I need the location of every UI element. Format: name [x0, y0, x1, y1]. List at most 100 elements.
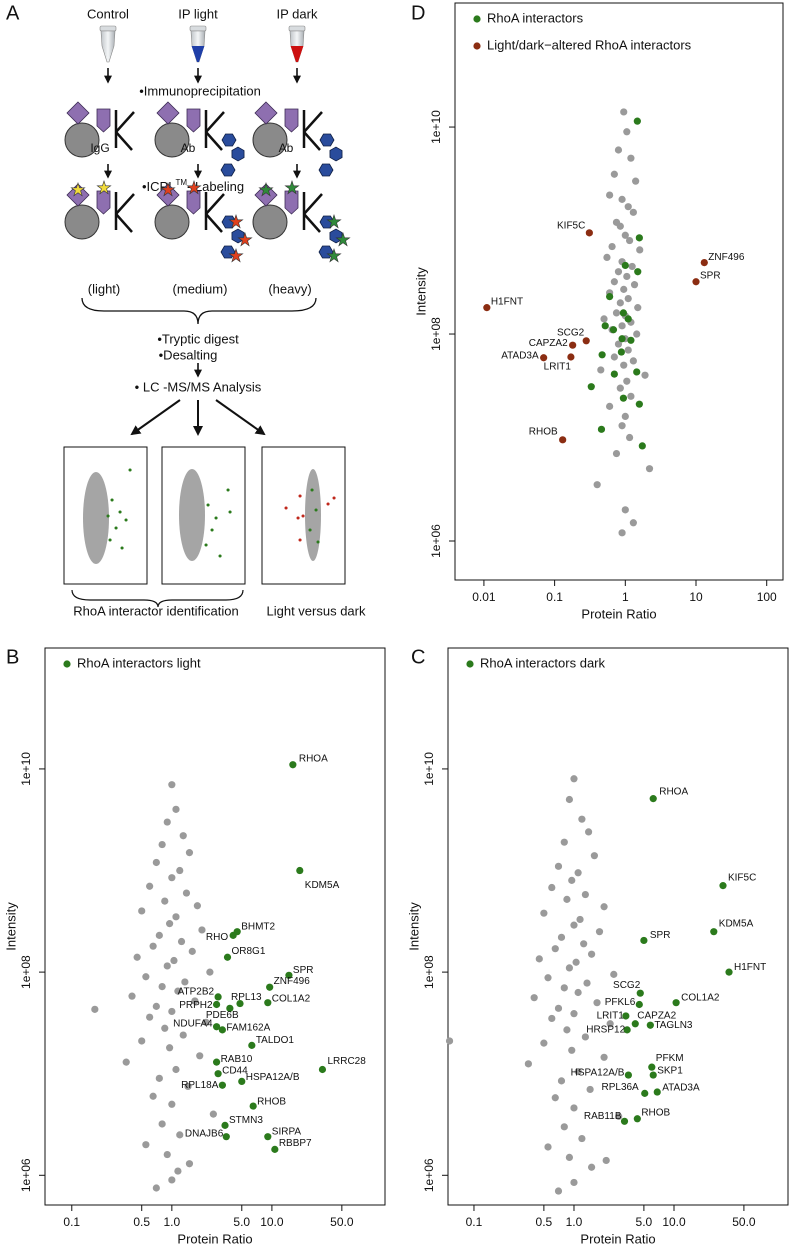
x-tick-label: 0.1 — [63, 1215, 80, 1229]
point-label: BHMT2 — [241, 921, 275, 932]
point — [615, 1112, 623, 1120]
point — [161, 897, 169, 905]
labeled-point — [635, 1000, 643, 1009]
point — [621, 412, 629, 420]
point — [202, 1018, 210, 1026]
y-tick-label: 1e+06 — [429, 524, 443, 558]
y-tick-label: 1e+06 — [19, 1158, 33, 1192]
point-label: H1FNT — [491, 296, 523, 307]
x-tick-label: 100 — [757, 590, 777, 604]
point — [554, 862, 563, 870]
y-tick-label: 1e+10 — [422, 752, 436, 786]
point — [610, 170, 618, 178]
point — [565, 1153, 574, 1162]
point — [166, 920, 174, 928]
legend-marker — [466, 660, 474, 668]
point — [168, 1007, 176, 1016]
x-axis-title: Protein Ratio — [580, 1231, 655, 1246]
point — [170, 956, 178, 965]
point — [193, 902, 201, 910]
point — [152, 858, 160, 867]
labeled-point — [649, 795, 657, 803]
point-label: RHOB — [641, 1107, 670, 1118]
point — [586, 1085, 594, 1094]
point — [570, 1010, 578, 1018]
arrow — [215, 399, 266, 436]
point-label: HRSP12 — [586, 1025, 625, 1036]
point — [623, 272, 631, 281]
labeled-point — [318, 1065, 327, 1074]
thumbnail-cloud — [83, 472, 109, 564]
point — [610, 970, 618, 978]
point — [560, 984, 568, 992]
point — [540, 909, 548, 917]
point — [563, 895, 571, 903]
point — [619, 309, 628, 317]
point-label: PRPH2 — [179, 1000, 213, 1011]
point — [574, 869, 582, 877]
x-tick-label: 50.0 — [330, 1215, 354, 1229]
point — [600, 1053, 608, 1061]
point — [176, 866, 184, 875]
point — [161, 1024, 169, 1032]
point — [172, 913, 180, 921]
point — [616, 384, 624, 392]
legend-label: RhoA interactors dark — [480, 655, 606, 670]
point-label: PDE6B — [206, 1010, 239, 1021]
point — [587, 950, 596, 958]
point — [629, 519, 637, 527]
output-label: RhoA interactor identification — [73, 603, 238, 618]
point — [142, 973, 150, 981]
point — [570, 921, 578, 929]
point — [587, 1163, 596, 1171]
point-label: PFKL6 — [605, 997, 636, 1008]
point — [610, 278, 618, 286]
point — [578, 815, 586, 823]
labeled-point — [653, 1088, 661, 1096]
point — [641, 371, 649, 379]
labeled-point — [672, 999, 680, 1007]
labeled-point — [221, 1121, 229, 1129]
point — [172, 805, 180, 813]
point — [614, 146, 623, 154]
point — [168, 1100, 176, 1108]
point — [603, 253, 611, 262]
labeled-point — [567, 353, 575, 361]
point — [133, 953, 141, 961]
point — [168, 1176, 176, 1184]
point-label: RBBP7 — [279, 1138, 312, 1149]
labeled-point — [710, 928, 718, 936]
point — [574, 988, 582, 997]
thumbnail-cloud — [305, 469, 321, 561]
point — [155, 931, 163, 939]
point — [627, 154, 635, 162]
point — [614, 268, 623, 276]
point — [621, 261, 629, 270]
point — [554, 1187, 563, 1195]
point-label: RAB10 — [221, 1054, 253, 1065]
point-label: RHOB — [257, 1097, 286, 1108]
labeled-point — [719, 882, 727, 890]
x-tick-label: 0.5 — [133, 1215, 150, 1229]
point — [149, 1092, 157, 1100]
panel-letter: A — [6, 2, 20, 24]
point — [616, 299, 624, 307]
point-label: OR8G1 — [232, 946, 266, 957]
step-text: •Desalting — [159, 347, 218, 362]
point-label: PFKM — [656, 1053, 684, 1064]
point — [617, 348, 625, 356]
labeled-point — [214, 993, 222, 1001]
point-label: SPR — [650, 930, 671, 941]
point — [163, 818, 171, 826]
point — [595, 928, 604, 936]
point — [138, 907, 146, 915]
x-tick-label: 0.5 — [536, 1215, 553, 1229]
labeled-point — [640, 936, 648, 945]
legend-label: RhoA interactors light — [77, 655, 201, 670]
point — [445, 1037, 454, 1045]
point-label: LRIT1 — [544, 362, 572, 373]
point — [609, 326, 618, 334]
point — [179, 832, 187, 840]
labeled-point — [214, 1070, 222, 1078]
point — [602, 1156, 610, 1165]
